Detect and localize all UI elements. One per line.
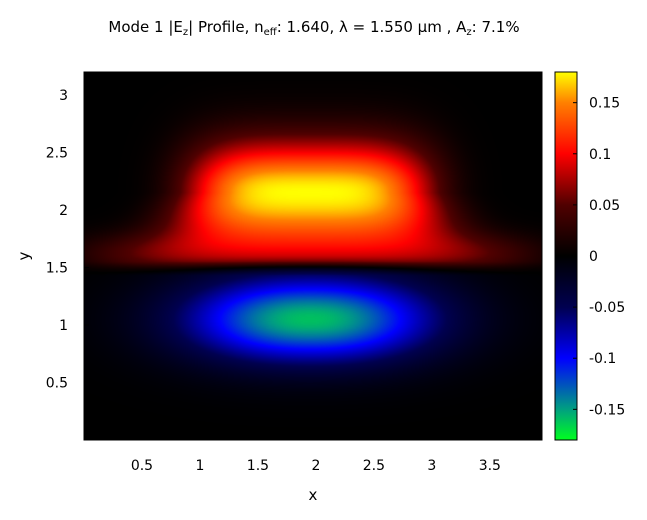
y-tick-label: 0.5: [46, 376, 68, 392]
colorbar-ticks: 0.15 0.1 0.05 0 -0.05 -0.1 -0.15: [573, 96, 625, 418]
y-tick-label: 3: [59, 88, 68, 104]
y-axis-ticks: 0.5 1 1.5 2 2.5 3: [46, 88, 89, 392]
colorbar-tick-label: 0: [589, 249, 598, 265]
x-tick-label: 2: [311, 458, 320, 474]
x-tick-label: 1.5: [247, 458, 269, 474]
chart-title: Mode 1 |Ez| Profile, neff: 1.640, λ = 1.…: [108, 18, 519, 38]
title-prefix-subscript: z: [183, 27, 188, 38]
x-axis-ticks: 0.5 1 1.5 2 2.5 3 3.5: [131, 435, 501, 474]
heatmap-container: [84, 72, 542, 440]
x-axis-label: x: [309, 486, 318, 504]
heatmap-plot: [84, 72, 542, 440]
title-end: : 7.1%: [472, 18, 520, 36]
title-suffix-subscript: z: [466, 27, 471, 38]
x-tick-label: 1: [195, 458, 204, 474]
title-middle-subscript: eff: [264, 27, 278, 38]
colorbar-tick-label: 0.05: [589, 198, 620, 214]
title-suffix: : 1.640, λ = 1.550 µm , A: [277, 18, 467, 36]
y-tick-label: 2: [59, 203, 68, 219]
x-tick-label: 3.5: [479, 458, 501, 474]
title-prefix: Mode 1 |E: [108, 18, 182, 36]
y-tick-label: 1.5: [46, 261, 68, 277]
y-tick-label: 2.5: [46, 146, 68, 162]
colorbar-tick-label: 0.15: [589, 96, 620, 112]
title-middle: | Profile, n: [188, 18, 264, 36]
plot-frame: [83, 71, 543, 441]
colorbar-tick-label: -0.1: [589, 351, 616, 367]
x-tick-label: 3: [427, 458, 436, 474]
y-axis-label: y: [15, 251, 33, 260]
x-tick-label: 2.5: [363, 458, 385, 474]
colorbar-tick-label: -0.15: [589, 402, 625, 418]
colorbar-tick-label: -0.05: [589, 300, 625, 316]
x-tick-label: 0.5: [131, 458, 153, 474]
y-tick-label: 1: [59, 318, 68, 334]
colorbar-tick-label: 0.1: [589, 147, 611, 163]
